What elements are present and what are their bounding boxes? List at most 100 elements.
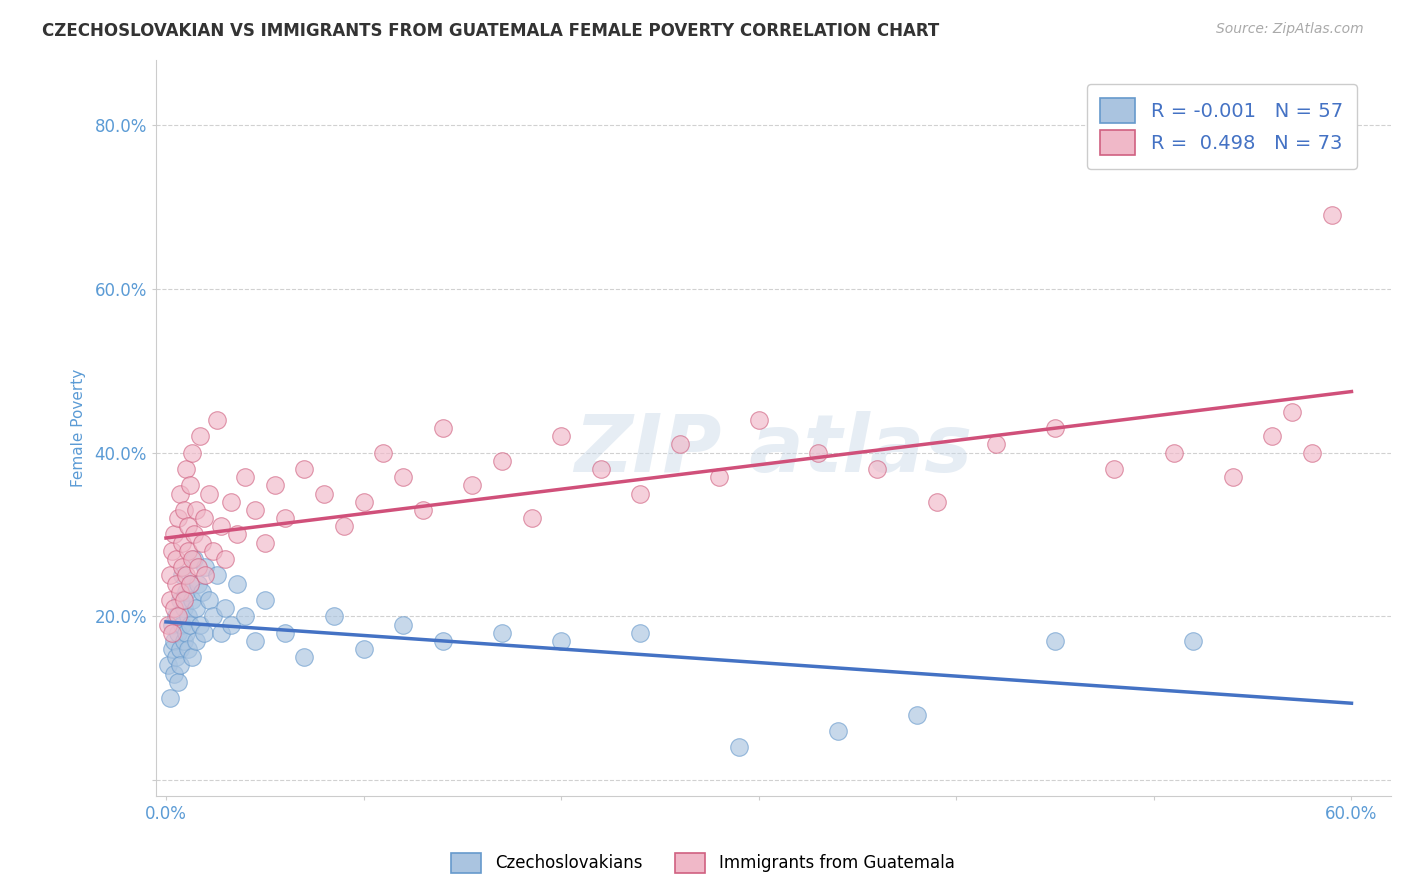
Point	[173, 601, 195, 615]
Point	[709, 470, 731, 484]
Point	[668, 437, 690, 451]
Point	[184, 503, 207, 517]
Point	[163, 633, 186, 648]
Point	[1043, 421, 1066, 435]
Point	[748, 413, 770, 427]
Point	[177, 609, 200, 624]
Point	[160, 617, 183, 632]
Point	[173, 503, 195, 517]
Point	[159, 568, 181, 582]
Point	[170, 535, 193, 549]
Point	[202, 544, 225, 558]
Point	[1104, 462, 1126, 476]
Point	[226, 576, 249, 591]
Text: Source: ZipAtlas.com: Source: ZipAtlas.com	[1216, 22, 1364, 37]
Point	[628, 486, 651, 500]
Point	[550, 633, 572, 648]
Point	[194, 568, 217, 582]
Point	[180, 593, 202, 607]
Point	[233, 609, 256, 624]
Point	[461, 478, 484, 492]
Point	[209, 519, 232, 533]
Point	[373, 445, 395, 459]
Point	[169, 584, 191, 599]
Point	[219, 494, 242, 508]
Point	[214, 601, 236, 615]
Point	[179, 576, 201, 591]
Point	[165, 552, 187, 566]
Point	[292, 650, 315, 665]
Point	[491, 625, 513, 640]
Point	[169, 593, 191, 607]
Point	[159, 691, 181, 706]
Point	[174, 584, 197, 599]
Point	[160, 642, 183, 657]
Point	[202, 609, 225, 624]
Point	[166, 511, 188, 525]
Point	[187, 560, 209, 574]
Point	[866, 462, 889, 476]
Point	[1301, 445, 1323, 459]
Point	[1182, 633, 1205, 648]
Point	[174, 462, 197, 476]
Point	[156, 617, 179, 632]
Point	[163, 527, 186, 541]
Point	[163, 601, 186, 615]
Point	[432, 633, 454, 648]
Point	[170, 568, 193, 582]
Point	[170, 560, 193, 574]
Point	[550, 429, 572, 443]
Point	[253, 593, 276, 607]
Point	[166, 625, 188, 640]
Point	[180, 445, 202, 459]
Point	[163, 666, 186, 681]
Point	[198, 593, 221, 607]
Text: CZECHOSLOVAKIAN VS IMMIGRANTS FROM GUATEMALA FEMALE POVERTY CORRELATION CHART: CZECHOSLOVAKIAN VS IMMIGRANTS FROM GUATE…	[42, 22, 939, 40]
Point	[273, 511, 295, 525]
Point	[187, 576, 209, 591]
Point	[312, 486, 335, 500]
Point	[160, 625, 183, 640]
Point	[160, 544, 183, 558]
Point	[173, 633, 195, 648]
Point	[166, 609, 188, 624]
Point	[179, 576, 201, 591]
Point	[188, 429, 211, 443]
Point	[392, 470, 415, 484]
Point	[179, 617, 201, 632]
Point	[183, 552, 205, 566]
Point	[333, 519, 356, 533]
Point	[190, 584, 212, 599]
Point	[353, 494, 375, 508]
Point	[263, 478, 285, 492]
Point	[243, 503, 266, 517]
Point	[180, 650, 202, 665]
Point	[165, 650, 187, 665]
Point	[520, 511, 543, 525]
Point	[174, 568, 197, 582]
Point	[1222, 470, 1244, 484]
Point	[188, 617, 211, 632]
Point	[628, 625, 651, 640]
Text: ZIP atlas: ZIP atlas	[575, 411, 973, 489]
Point	[323, 609, 346, 624]
Point	[353, 642, 375, 657]
Point	[198, 486, 221, 500]
Point	[1320, 208, 1343, 222]
Point	[184, 601, 207, 615]
Point	[166, 674, 188, 689]
Point	[1163, 445, 1185, 459]
Point	[984, 437, 1007, 451]
Point	[1261, 429, 1284, 443]
Point	[190, 535, 212, 549]
Point	[177, 544, 200, 558]
Point	[491, 454, 513, 468]
Point	[177, 519, 200, 533]
Point	[209, 625, 232, 640]
Point	[807, 445, 830, 459]
Point	[193, 511, 215, 525]
Point	[165, 609, 187, 624]
Point	[174, 625, 197, 640]
Point	[589, 462, 612, 476]
Point	[194, 560, 217, 574]
